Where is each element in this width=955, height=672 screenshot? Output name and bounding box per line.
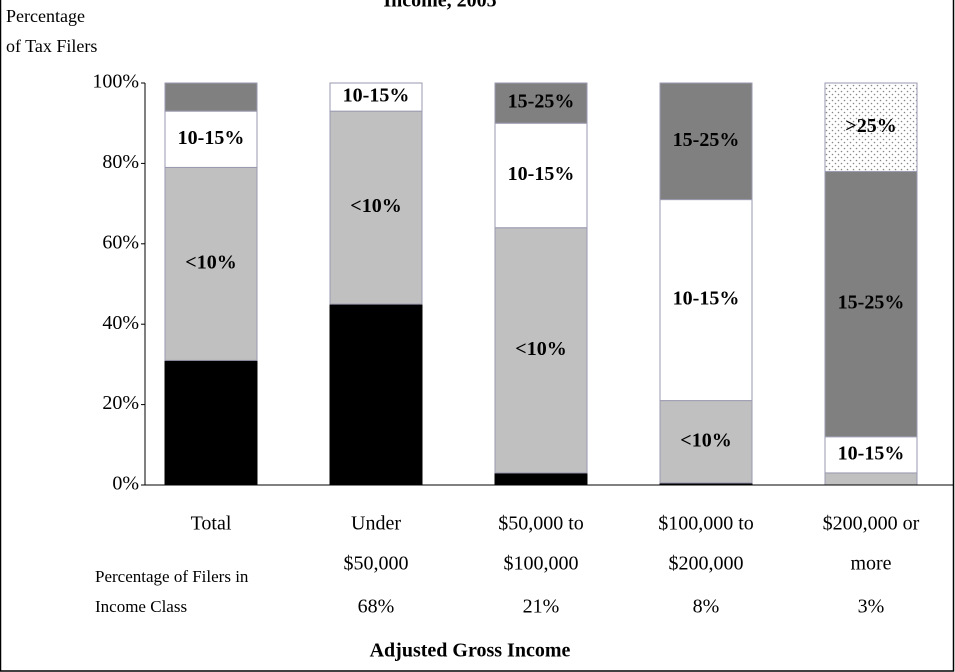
bar-segment	[494, 122, 588, 229]
segment-label: 15-25%	[838, 292, 905, 314]
x-tick-label: $100,000	[504, 553, 579, 575]
bar-segment	[494, 472, 588, 486]
filers-label: Income Class	[95, 597, 187, 616]
x-axis-label: Adjusted Gross Income	[370, 640, 571, 662]
bar-segment	[494, 82, 588, 124]
segment-label: 10-15%	[838, 442, 905, 464]
segment-label: 10-15%	[673, 288, 740, 310]
segment-label: 15-25%	[508, 91, 575, 113]
segment-label: 10-15%	[508, 163, 575, 185]
y-tick-label: 100%	[92, 71, 139, 93]
bar-segment	[824, 82, 918, 172]
filers-share: 68%	[358, 596, 395, 618]
segment-label: No Tax	[346, 382, 407, 404]
bar-segment	[824, 436, 918, 474]
filers-share: 8%	[693, 596, 720, 618]
x-tick-label: more	[850, 553, 891, 575]
bar-segment	[824, 472, 918, 486]
x-tick-label: $200,000 or	[823, 513, 920, 535]
bar-segment	[659, 82, 753, 201]
x-tick-label: Under	[351, 513, 401, 535]
segment-label: <10%	[680, 429, 731, 451]
bar-segment	[659, 199, 753, 402]
segment-label: 10-15%	[343, 85, 410, 107]
filers-share: 21%	[523, 596, 560, 618]
y-tick-label: 0%	[112, 473, 139, 495]
bar-segment	[164, 82, 258, 112]
bar-segment	[329, 110, 423, 305]
segment-label: No Tax	[181, 410, 242, 432]
y-tick-label: 80%	[102, 151, 139, 173]
filers-label: Percentage of Filers in	[95, 567, 249, 586]
x-tick-label: $50,000	[344, 553, 409, 575]
segment-label: <10%	[515, 338, 566, 360]
chart-title: Income, 2005	[383, 0, 496, 12]
x-tick-label: $50,000 to	[498, 513, 584, 535]
bar-segment	[659, 400, 753, 484]
segment-label: 10-15%	[178, 127, 245, 149]
x-tick-label: $100,000 to	[658, 513, 754, 535]
filers-share: 3%	[858, 596, 885, 618]
segment-label: <10%	[185, 251, 236, 273]
y-tick-label: 20%	[102, 392, 139, 414]
y-axis-label: Percentage	[6, 6, 85, 26]
x-tick-label: Total	[191, 513, 232, 535]
x-tick-label: $200,000	[669, 553, 744, 575]
y-axis-label: of Tax Filers	[6, 36, 97, 56]
y-tick-label: 40%	[102, 312, 139, 334]
bar-segment	[329, 82, 423, 112]
bar-segment	[329, 303, 423, 486]
segment-label: <10%	[350, 195, 401, 217]
bar-segment	[164, 166, 258, 361]
segment-label: 15-25%	[673, 129, 740, 151]
segment-label: >25%	[845, 115, 896, 137]
y-tick-label: 60%	[102, 231, 139, 253]
bar-segment	[824, 170, 918, 438]
bar-segment	[164, 110, 258, 168]
bar-segment	[164, 359, 258, 486]
